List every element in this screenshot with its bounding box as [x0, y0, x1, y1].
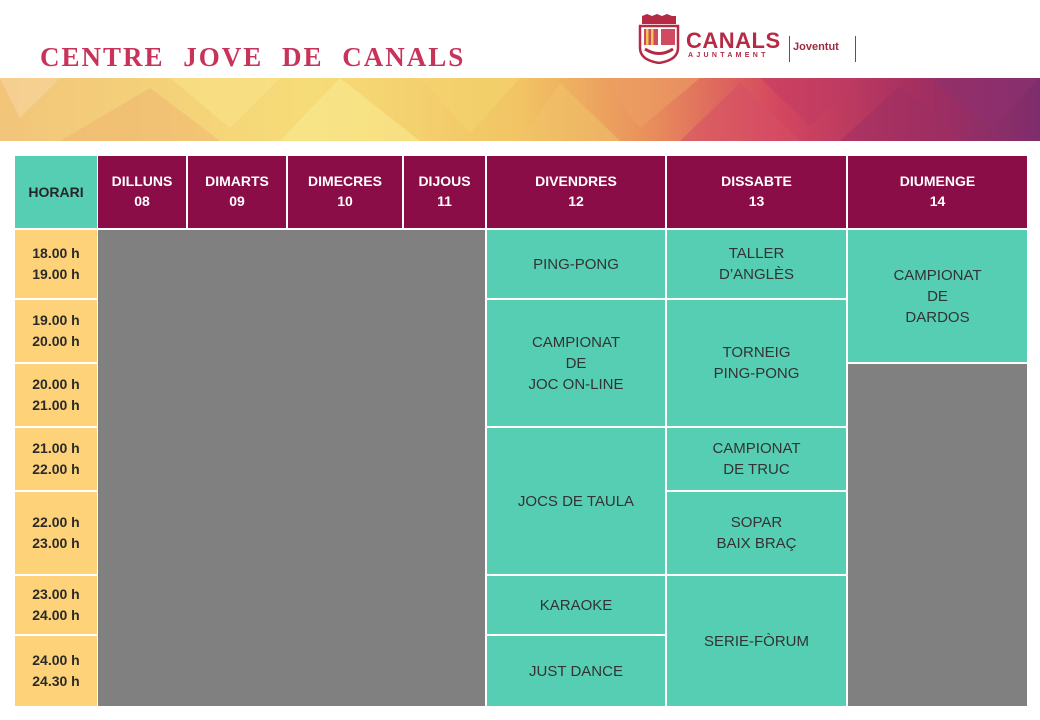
closed-block-mon-thu — [98, 230, 485, 706]
activity-sopar-baix-brac: SOPAR BAIX BRAÇ — [667, 492, 846, 574]
time-start: 22.00 h — [32, 514, 80, 530]
day-header-sunday: DIUMENGE 14 — [848, 156, 1027, 228]
time-slot: 18.00 h 19.00 h — [15, 230, 97, 298]
day-name: DILLUNS — [111, 173, 173, 189]
time-slot: 24.00 h 24.30 h — [15, 636, 97, 706]
day-date: 13 — [748, 193, 765, 209]
time-start: 20.00 h — [32, 376, 80, 392]
logo-division: Joventut — [793, 41, 839, 53]
day-name: DIMARTS — [205, 173, 269, 189]
time-start: 18.00 h — [32, 245, 80, 261]
activity-torneig-ping-pong: TORNEIG PING-PONG — [667, 300, 846, 426]
activity-just-dance: JUST DANCE — [487, 636, 665, 706]
activity-taller-angles: TALLER D’ANGLÈS — [667, 230, 846, 298]
day-name: DISSABTE — [721, 173, 792, 189]
activity-campionat-joc-online: CAMPIONAT DE JOC ON-LINE — [487, 300, 665, 426]
day-header-saturday: DISSABTE 13 — [667, 156, 846, 228]
canals-logo: CANALS AJUNTAMENT Joventut — [636, 14, 866, 66]
day-name: DIUMENGE — [899, 173, 976, 189]
day-name: DIVENDRES — [535, 173, 617, 189]
time-slot: 23.00 h 24.00 h — [15, 576, 97, 634]
activity-jocs-de-taula: JOCS DE TAULA — [487, 428, 665, 574]
activity-campionat-truc: CAMPIONAT DE TRUC — [667, 428, 846, 490]
day-date: 11 — [437, 193, 452, 209]
day-header-monday: DILLUNS 08 — [98, 156, 186, 228]
day-date: 10 — [337, 193, 353, 209]
logo-subtitle: AJUNTAMENT — [688, 52, 769, 59]
time-start: 19.00 h — [32, 312, 80, 328]
time-start: 23.00 h — [32, 586, 80, 602]
activity-ping-pong: PING-PONG — [487, 230, 665, 298]
day-date: 12 — [568, 193, 584, 209]
day-header-friday: DIVENDRES 12 — [487, 156, 665, 228]
time-slot: 19.00 h 20.00 h — [15, 300, 97, 362]
activity-serie-forum: SERIE-FÒRUM — [667, 576, 846, 706]
time-end: 24.30 h — [32, 673, 80, 689]
canals-coat-of-arms-icon — [638, 14, 680, 64]
day-header-thursday: DIJOUS 11 — [404, 156, 485, 228]
logo-name: CANALS — [686, 28, 781, 53]
time-slot: 22.00 h 23.00 h — [15, 492, 97, 574]
time-end: 20.00 h — [32, 333, 80, 349]
logo-separator — [855, 36, 856, 62]
day-name: DIJOUS — [418, 173, 471, 189]
time-end: 19.00 h — [32, 266, 80, 282]
time-start: 21.00 h — [32, 440, 80, 456]
activity-karaoke: KARAOKE — [487, 576, 665, 634]
day-header-tuesday: DIMARTS 09 — [188, 156, 286, 228]
time-end: 21.00 h — [32, 397, 80, 413]
time-end: 23.00 h — [32, 535, 80, 551]
time-start: 24.00 h — [32, 652, 80, 668]
page-title: CENTRE JOVE DE CANALS — [40, 42, 466, 72]
closed-block-sunday — [848, 364, 1027, 706]
time-end: 22.00 h — [32, 461, 80, 477]
time-slot: 20.00 h 21.00 h — [15, 364, 97, 426]
decorative-banner — [0, 78, 1040, 141]
day-name: DIMECRES — [308, 173, 382, 189]
horari-header: HORARI — [15, 156, 97, 228]
time-slot: 21.00 h 22.00 h — [15, 428, 97, 490]
time-end: 24.00 h — [32, 607, 80, 623]
activity-campionat-dardos: CAMPIONAT DE DARDOS — [848, 230, 1027, 362]
day-date: 08 — [134, 193, 150, 209]
logo-separator — [789, 36, 790, 62]
day-header-wednesday: DIMECRES 10 — [288, 156, 402, 228]
day-date: 09 — [229, 193, 245, 209]
day-date: 14 — [929, 193, 946, 209]
